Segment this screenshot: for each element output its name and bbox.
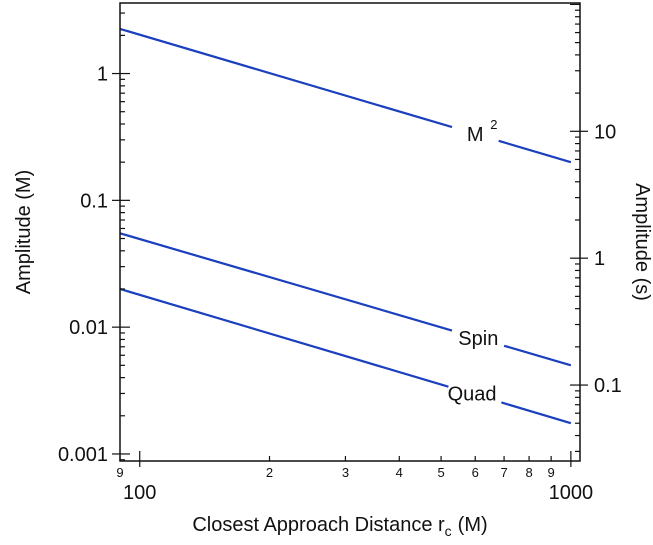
x-minor-tick-label: 2 xyxy=(266,465,273,480)
x-axis-title: Closest Approach Distance rc (M) xyxy=(192,514,487,539)
x-minor-tick-label: 7 xyxy=(500,465,507,480)
x-axis-title-main: Closest Approach Distance r xyxy=(192,514,445,536)
x-minor-tick-label: 8 xyxy=(525,465,532,480)
series-line-spin-segment xyxy=(119,232,453,332)
y-right-tick-label: 10 xyxy=(594,121,616,143)
x-major-tick-label: 100 xyxy=(123,482,156,504)
x-major-tick-label: 1000 xyxy=(549,482,594,504)
x-axis-title-subscript: c xyxy=(445,523,452,539)
x-axis-title-unit: (M) xyxy=(458,514,488,536)
x-minor-tick-label: 3 xyxy=(342,465,349,480)
series-line-m-segment xyxy=(119,27,453,129)
y-left-tick-label: 1 xyxy=(97,64,108,86)
series-label-m: M xyxy=(467,124,484,146)
y-right-axis-title: Amplitude (s) xyxy=(631,183,653,301)
series-label-quad: Quad xyxy=(448,384,497,406)
y-right-tick-label: 0.1 xyxy=(594,375,622,397)
series-line-m-segment xyxy=(498,139,572,164)
chart-axes xyxy=(112,2,588,467)
plot-frame xyxy=(119,2,581,462)
series-line-quad-segment xyxy=(119,287,449,388)
y-left-axis-title: Amplitude (M) xyxy=(13,170,35,294)
series-label-superscript: 2 xyxy=(490,117,497,132)
x-minor-tick-label: 5 xyxy=(437,465,444,480)
y-left-tick-label: 0.1 xyxy=(80,190,108,212)
x-minor-tick-label: 9 xyxy=(548,465,555,480)
y-left-tick-label: 0.01 xyxy=(69,317,108,339)
y-right-tick-label: 1 xyxy=(594,248,605,270)
series-line-quad-segment xyxy=(501,401,572,425)
series-label-spin: Spin xyxy=(458,328,498,350)
series-line-spin-segment xyxy=(503,344,572,367)
x-minor-tick-label: 9 xyxy=(116,465,123,480)
chart-marks xyxy=(119,27,572,425)
y-left-tick-label: 0.001 xyxy=(58,444,108,466)
x-minor-tick-label: 6 xyxy=(472,465,479,480)
x-minor-tick-label: 4 xyxy=(396,465,403,480)
